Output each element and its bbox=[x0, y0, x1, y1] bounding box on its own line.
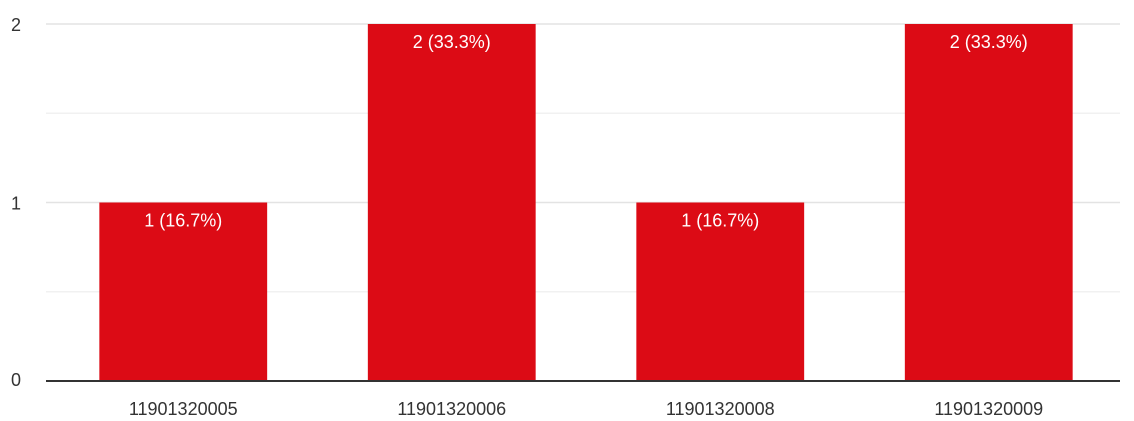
x-tick-label: 11901320006 bbox=[397, 399, 506, 419]
bar bbox=[367, 24, 536, 381]
bar bbox=[904, 24, 1073, 381]
x-tick-label: 11901320009 bbox=[934, 399, 1043, 419]
y-tick-label: 1 bbox=[11, 193, 21, 213]
value-label: 2 (33.3%) bbox=[950, 32, 1028, 52]
bar bbox=[99, 202, 268, 381]
y-tick-label: 2 bbox=[11, 15, 21, 35]
value-label: 1 (16.7%) bbox=[144, 210, 222, 230]
x-tick-label: 11901320008 bbox=[666, 399, 775, 419]
y-tick-label: 0 bbox=[11, 370, 21, 390]
bar bbox=[636, 202, 805, 381]
x-tick-label: 11901320005 bbox=[129, 399, 238, 419]
value-label: 2 (33.3%) bbox=[413, 32, 491, 52]
value-label: 1 (16.7%) bbox=[681, 210, 759, 230]
